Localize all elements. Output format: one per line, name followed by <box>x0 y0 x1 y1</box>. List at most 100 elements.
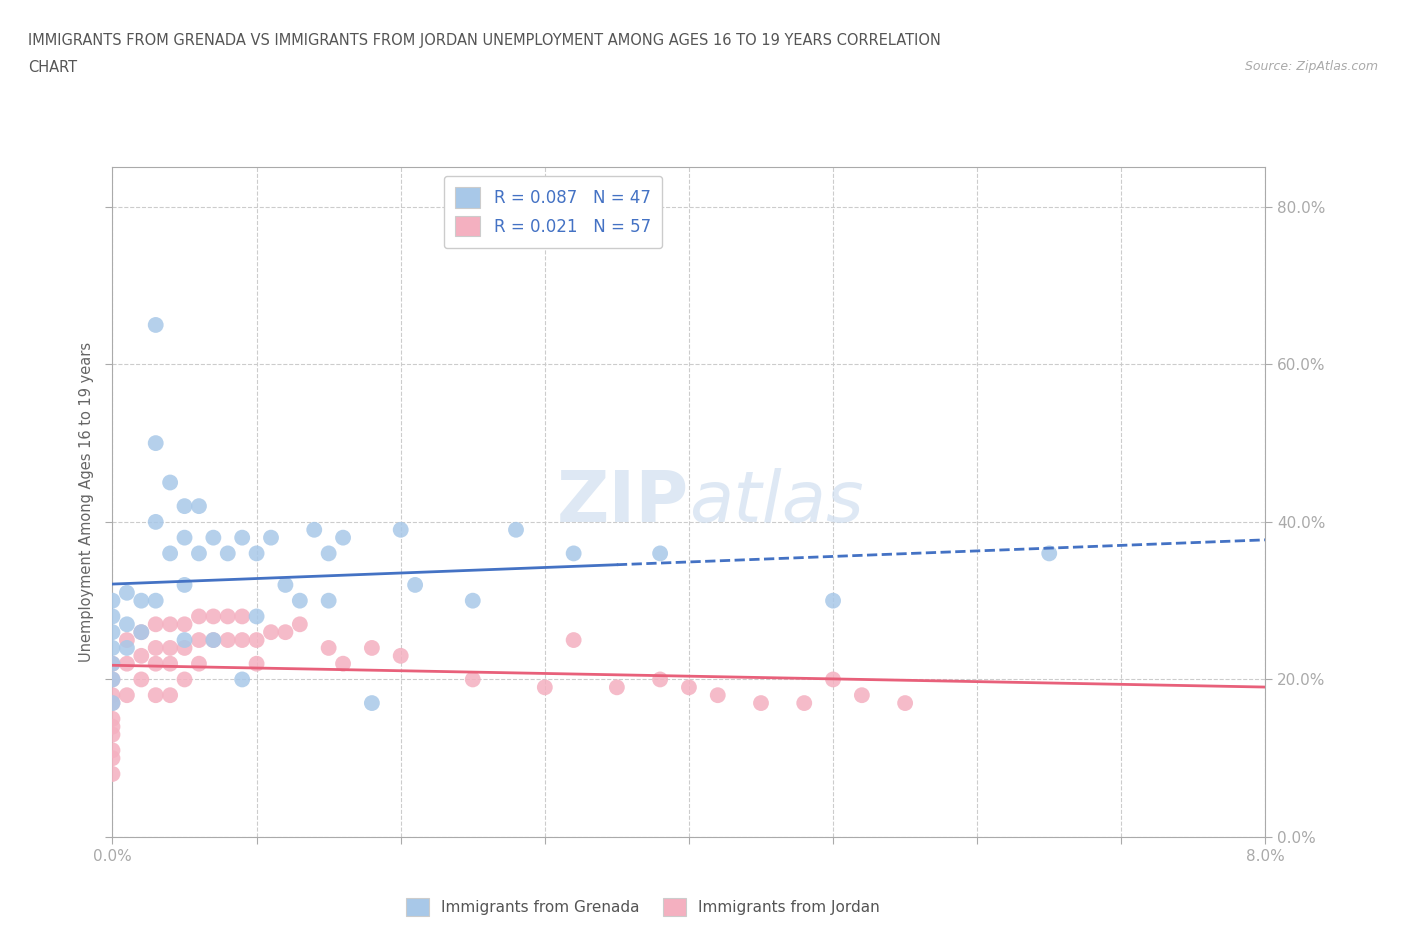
Point <box>332 657 354 671</box>
Point <box>821 593 844 608</box>
Point <box>101 688 124 703</box>
Point <box>851 688 873 703</box>
Point <box>101 672 124 687</box>
Point <box>101 609 124 624</box>
Point <box>101 719 124 734</box>
Point <box>562 632 585 647</box>
Point <box>245 546 267 561</box>
Point <box>332 530 354 545</box>
Point <box>245 609 267 624</box>
Point <box>1038 546 1060 561</box>
Point <box>101 711 124 726</box>
Point <box>101 672 124 687</box>
Point <box>115 632 138 647</box>
Point <box>115 688 138 703</box>
Point <box>188 546 211 561</box>
Point <box>173 641 195 656</box>
Text: IMMIGRANTS FROM GRENADA VS IMMIGRANTS FROM JORDAN UNEMPLOYMENT AMONG AGES 16 TO : IMMIGRANTS FROM GRENADA VS IMMIGRANTS FR… <box>28 33 941 47</box>
Point <box>202 530 225 545</box>
Point <box>101 593 124 608</box>
Point <box>159 617 181 631</box>
Point <box>129 593 153 608</box>
Point <box>129 625 153 640</box>
Point <box>159 475 181 490</box>
Point <box>173 498 195 513</box>
Point <box>115 641 138 656</box>
Point <box>129 672 153 687</box>
Point <box>101 657 124 671</box>
Point <box>217 546 239 561</box>
Point <box>274 578 297 592</box>
Point <box>101 625 124 640</box>
Point <box>389 523 412 538</box>
Point <box>202 632 225 647</box>
Point <box>245 632 267 647</box>
Point <box>274 625 297 640</box>
Point <box>894 696 917 711</box>
Point <box>217 632 239 647</box>
Point <box>101 743 124 758</box>
Point <box>606 680 628 695</box>
Point <box>188 609 211 624</box>
Point <box>145 593 167 608</box>
Point <box>288 617 311 631</box>
Point <box>159 688 181 703</box>
Point <box>129 648 153 663</box>
Point <box>389 648 412 663</box>
Point <box>159 657 181 671</box>
Point <box>231 672 253 687</box>
Point <box>533 680 555 695</box>
Point <box>461 593 484 608</box>
Point <box>101 727 124 742</box>
Point <box>145 657 167 671</box>
Point <box>678 680 700 695</box>
Point <box>145 435 167 450</box>
Point <box>217 609 239 624</box>
Point <box>145 617 167 631</box>
Point <box>159 546 181 561</box>
Point <box>749 696 772 711</box>
Point <box>288 593 311 608</box>
Y-axis label: Unemployment Among Ages 16 to 19 years: Unemployment Among Ages 16 to 19 years <box>79 342 94 662</box>
Point <box>173 672 195 687</box>
Point <box>129 625 153 640</box>
Point <box>260 625 283 640</box>
Point <box>145 688 167 703</box>
Point <box>245 657 267 671</box>
Point <box>821 672 844 687</box>
Point <box>318 593 340 608</box>
Point <box>173 632 195 647</box>
Point <box>304 523 326 538</box>
Point <box>707 688 730 703</box>
Point <box>173 578 195 592</box>
Point <box>231 609 253 624</box>
Point <box>145 317 167 332</box>
Point <box>188 657 211 671</box>
Point <box>115 617 138 631</box>
Point <box>360 696 382 711</box>
Point <box>101 766 124 781</box>
Point <box>173 530 195 545</box>
Point <box>159 641 181 656</box>
Point <box>202 632 225 647</box>
Point <box>461 672 484 687</box>
Point <box>202 609 225 624</box>
Point <box>188 632 211 647</box>
Point <box>101 696 124 711</box>
Point <box>115 657 138 671</box>
Point <box>188 498 211 513</box>
Point <box>173 617 195 631</box>
Point <box>145 641 167 656</box>
Text: CHART: CHART <box>28 60 77 75</box>
Point <box>115 585 138 600</box>
Point <box>318 546 340 561</box>
Point <box>505 523 527 538</box>
Legend: Immigrants from Grenada, Immigrants from Jordan: Immigrants from Grenada, Immigrants from… <box>399 892 886 923</box>
Point <box>360 641 382 656</box>
Point <box>648 546 672 561</box>
Point <box>260 530 283 545</box>
Point <box>101 696 124 711</box>
Point <box>145 514 167 529</box>
Text: ZIP: ZIP <box>557 468 689 537</box>
Point <box>793 696 815 711</box>
